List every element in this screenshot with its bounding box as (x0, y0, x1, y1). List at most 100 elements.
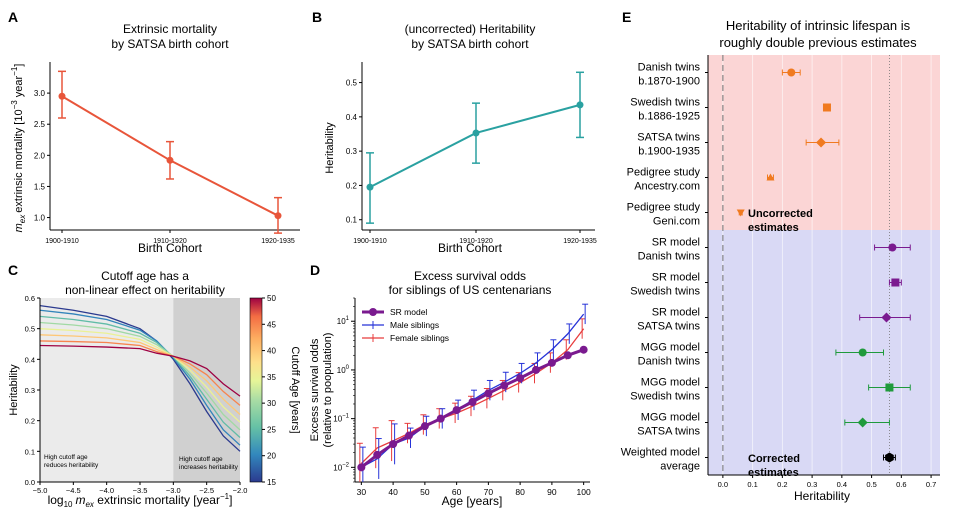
panel-e-annotation-uncorrected-1: Uncorrected (748, 208, 813, 220)
panel-e-x-tick-label: 0.6 (896, 480, 906, 489)
panel-e-x-tick-label: 0.2 (777, 480, 787, 489)
panel-e-corrected-background (708, 230, 940, 475)
panel-e-x-tick-label: 0.0 (718, 480, 728, 489)
panel-c-x-tick-label: −4.5 (66, 486, 81, 495)
panel-e-row-label-line1: SATSA twins (637, 132, 700, 144)
panel-c-x-label-pre: log (48, 493, 64, 507)
panel-d-x-tick-label: 50 (420, 487, 430, 497)
a-y-tick-label: 3.0 (34, 89, 46, 98)
panel-d-x-tick-label: 60 (452, 487, 462, 497)
panel-c-y-tick-label: 0.4 (25, 355, 35, 364)
panel-e-row-label-line1: Weighted model (621, 447, 700, 459)
panel-c-annotation-right-2: increases heritability (179, 464, 239, 471)
panel-d-x-tick-label: 100 (577, 487, 591, 497)
panel-d-x-tick-label: 40 (388, 487, 398, 497)
b-data-point (576, 101, 584, 109)
panel-d-y-tick-label: 10−1 (333, 414, 349, 424)
panel-e-row-label-line1: Danish twins (638, 62, 701, 74)
panel-a-y-label-sub: ex (18, 214, 27, 223)
panel-e-row-label-line2: b.1870-1900 (638, 76, 700, 88)
panel-d-x-label: Age [years] (442, 494, 503, 508)
panel-e-marker-diamond (857, 417, 868, 428)
panel-e-marker-triangle-down (736, 209, 745, 217)
panel-e-row-label-line2: Danish twins (638, 356, 701, 368)
panel-a-y-label-unit: year (13, 76, 25, 101)
panel-a-y-label-sym: m (13, 223, 25, 232)
panel-d-sr-point (452, 406, 461, 415)
panel-c-x-label: log10 mex extrinsic mortality [year−1] (48, 492, 233, 509)
panel-e-row-label-line1: SR model (652, 272, 700, 284)
panel-e-row-label-line1: Pedigree study (627, 167, 701, 179)
panel-letter-b: B (312, 9, 322, 25)
panel-e-marker-triangle (766, 173, 775, 181)
panel-c-x-ticks: −5.0 −4.5 −4.0 −3.5 −3.0 −2.5 −2.0 (33, 482, 248, 495)
panel-e-row-label-line1: SR model (652, 307, 700, 319)
panel-c-colorbar-tick-label: 50 (267, 294, 276, 303)
panel-e-x-tick-label: 0.3 (807, 480, 817, 489)
panel-c-x-tick-label: −4.0 (99, 486, 114, 495)
panel-e-row-label-line2: Ancestry.com (634, 181, 700, 193)
panel-c-x-tick-label: −2.0 (233, 486, 248, 495)
panel-c-x-label-close: ] (229, 493, 232, 507)
panel-c-shade-right (173, 298, 240, 482)
b-data-point (472, 129, 480, 137)
panel-e-row-label-line2: SATSA twins (637, 426, 700, 438)
panel-e-row-label-line1: MGG model (641, 412, 700, 424)
a-y-tick-label: 2.5 (34, 120, 46, 129)
panel-d-y-label-line2: (relative to poopulation) (322, 333, 334, 448)
panel-c-y-tick-label: 0.1 (25, 447, 35, 456)
panel-e-x-tick-label: 0.7 (926, 480, 936, 489)
panel-e-row-label-line1: MGG model (641, 342, 700, 354)
panel-e-row-label-line2: Geni.com (653, 216, 700, 228)
panel-c-x-tick-label: −2.5 (199, 486, 214, 495)
panel-c-x-label-sub10: 10 (64, 500, 73, 509)
panel-c-lines (39, 305, 241, 452)
panel-e-marker-square (822, 103, 831, 112)
panel-d-sr-point (436, 414, 445, 423)
panel-e-grid (722, 55, 932, 475)
panel-d-sr-point (373, 450, 382, 459)
panel-e-x-ticks: 0.0 0.1 0.2 0.3 0.4 0.5 0.6 0.7 (718, 475, 936, 489)
panel-d-sr-point (357, 463, 366, 472)
a-x-tick-label: 1910-1920 (153, 238, 187, 245)
panel-c-annotation-left-1: High cutoff age (44, 454, 88, 461)
panel-c-x-tick-label: −3.5 (133, 486, 148, 495)
panel-d-legend-label: Male siblings (390, 320, 439, 330)
panel-e-marker-hexagon (885, 452, 894, 463)
panel-a-y-ticks: 1.0 1.5 2.0 2.5 3.0 (34, 89, 50, 223)
panel-e-row-label-line2: SATSA twins (637, 321, 700, 333)
panel-c-curve-cutoff-45 (39, 340, 241, 406)
panel-e-row-label-line1: Pedigree study (627, 202, 701, 214)
panel-c-colorbar-tick-label: 15 (267, 478, 276, 487)
a-y-tick-label: 2.0 (34, 151, 46, 160)
panel-e-row-label-line2: Danish twins (638, 251, 701, 263)
panel-d-marks (356, 303, 589, 482)
panel-c-colorbar-tick-label: 35 (267, 373, 276, 382)
panel-e-marker-diamond (881, 312, 892, 323)
a-y-tick-label: 1.0 (34, 214, 46, 223)
panel-e-annotation-corrected-2: estimates (748, 467, 799, 479)
panel-c-y-ticks: 0.0 0.1 0.2 0.3 0.4 0.5 0.6 (25, 294, 40, 487)
panel-d-legend-label: SR model (390, 307, 427, 317)
panel-c-x-label-sub: ex (85, 500, 94, 509)
panel-e-marks (736, 68, 911, 463)
panel-c-x-label-exp: −1 (220, 492, 230, 501)
panel-d-y-tick-exp: 0 (346, 365, 350, 371)
panel-c-colorbar-ticks: 15 20 25 30 35 40 45 50 (262, 294, 276, 487)
panel-d-sr-point (468, 397, 477, 406)
b-x-tick-label: 1920-1935 (563, 238, 597, 245)
panel-e-row-label-line1: SR model (652, 237, 700, 249)
panel-c-annotation-left-2: reduces heritability (44, 462, 99, 469)
panel-e-marker-square (891, 278, 900, 287)
panel-c-colorbar-label: Cutoff Age [years] (289, 346, 301, 433)
panel-e-row-label-line2: b.1900-1935 (638, 146, 700, 158)
panel-c-colorbar (249, 297, 263, 483)
panel-c-colorbar-tick-label: 20 (267, 452, 276, 461)
b-y-tick-label: 0.3 (346, 147, 358, 156)
panel-d-y-tick-label: 100 (337, 365, 350, 375)
panel-c-title-line1: Cutoff age has a (101, 269, 189, 283)
panel-c-curve-cutoff-35 (39, 328, 241, 423)
panel-e-x-tick-label: 0.5 (866, 480, 876, 489)
panel-c-x-label-sym: m (75, 493, 85, 507)
